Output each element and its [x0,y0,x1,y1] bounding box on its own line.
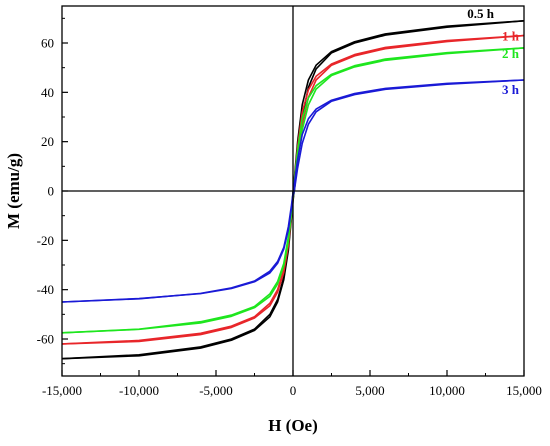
y-tick-label: -60 [37,332,54,347]
y-tick-label: 0 [48,184,55,199]
x-tick-label: 10,000 [429,383,465,398]
y-axis-title: M (emu/g) [4,153,23,229]
x-axis-title: H (Oe) [268,416,318,435]
x-tick-label: 0 [290,383,297,398]
y-tick-label: 60 [41,36,54,51]
x-tick-label: 15,000 [506,383,542,398]
series-label: 0.5 h [467,6,495,21]
series-label: 3 h [502,82,520,97]
y-tick-label: 20 [41,134,54,149]
y-tick-label: -20 [37,233,54,248]
x-tick-label: 5,000 [355,383,384,398]
x-tick-label: -10,000 [119,383,159,398]
y-tick-label: -40 [37,282,54,297]
series-label: 1 h [502,29,520,44]
axes-layer: -15,000 -10,000 -5,000 0 5,000 10,000 15,000 -6… [37,5,542,398]
y-tick-label: 40 [41,85,54,100]
series-label: 2 h [502,46,520,61]
x-tick-label: -5,000 [199,383,233,398]
x-tick-label: -15,000 [42,383,82,398]
